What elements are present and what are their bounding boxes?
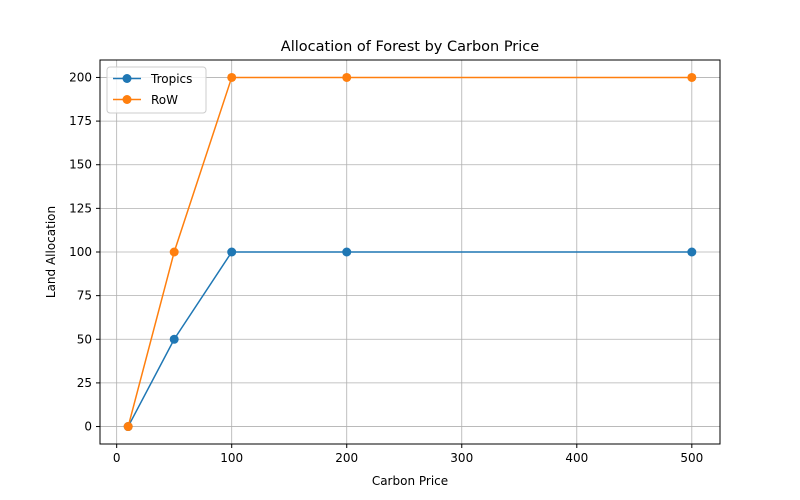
series-markers xyxy=(123,72,697,432)
y-tick-label: 50 xyxy=(77,332,92,346)
data-point-tropics xyxy=(169,334,179,344)
x-axis-label: Carbon Price xyxy=(372,474,448,488)
x-tick-label: 100 xyxy=(220,451,243,465)
chart-title: Allocation of Forest by Carbon Price xyxy=(281,39,539,55)
x-tick-label: 400 xyxy=(565,451,588,465)
y-tick-label: 175 xyxy=(69,114,92,128)
data-point-row xyxy=(169,247,179,257)
legend: Tropics RoW xyxy=(106,66,207,114)
legend-marker-row xyxy=(122,95,132,104)
y-tick-label: 0 xyxy=(84,420,92,434)
data-point-tropics xyxy=(227,247,237,257)
x-tick-label: 200 xyxy=(335,451,358,465)
legend-marker-tropics xyxy=(122,74,132,83)
x-tick-label: 0 xyxy=(113,451,121,465)
legend-label-tropics: Tropics xyxy=(150,72,192,86)
x-tick-label: 500 xyxy=(680,451,703,465)
legend-label-row: RoW xyxy=(151,93,178,107)
y-tick-label: 100 xyxy=(69,245,92,259)
y-tick-label: 125 xyxy=(69,201,92,215)
y-tick-label: 200 xyxy=(69,70,92,84)
data-point-tropics xyxy=(687,247,697,257)
data-point-row xyxy=(123,422,133,432)
y-tick-label: 150 xyxy=(69,158,92,172)
data-point-row xyxy=(687,72,697,82)
data-point-row xyxy=(342,72,352,82)
data-point-tropics xyxy=(342,247,352,257)
y-tick-label: 75 xyxy=(77,289,92,303)
x-tick-label: 300 xyxy=(450,451,473,465)
axis-ticks: 0 100 200 300 400 500 0 25 50 75 100 125 150 175 200 xyxy=(69,70,703,465)
y-tick-label: 25 xyxy=(77,376,92,390)
y-axis-label: Land Allocation xyxy=(44,206,58,298)
data-point-row xyxy=(227,72,237,82)
